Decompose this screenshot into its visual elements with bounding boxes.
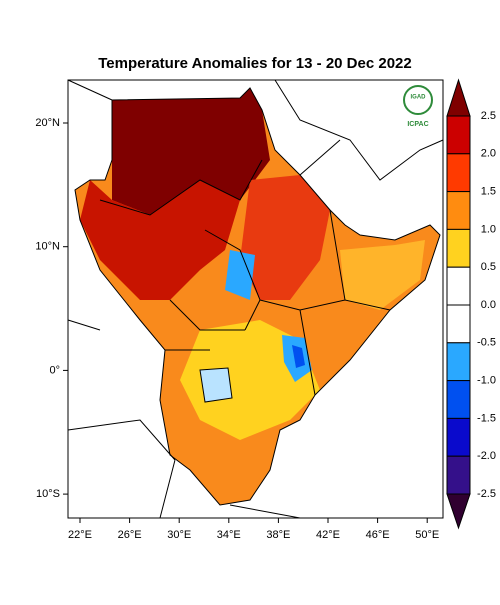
colorbar-cap <box>446 493 471 530</box>
lon-label: 26°E <box>118 529 142 541</box>
cool-patch <box>225 250 255 300</box>
colorbar-bin <box>446 342 471 382</box>
colorbar-cap <box>446 78 471 117</box>
colorbar: 2.5 2.0 1.5 1.0 0.5 0.0 -0.5 -1.0 -1.5 -2.0 -2.5 <box>446 78 496 530</box>
colorbar-label: -2.5 <box>477 488 496 500</box>
lon-label: 38°E <box>266 529 290 541</box>
lon-label: 42°E <box>316 529 340 541</box>
lon-label: 50°E <box>415 529 439 541</box>
warm-region <box>80 180 240 300</box>
lat-label: 20°N <box>35 117 60 129</box>
colorbar-label: 1.5 <box>481 186 496 198</box>
logo: IGAD ICPAC <box>403 85 433 128</box>
cool-patch <box>292 345 305 368</box>
map-layer <box>67 79 444 519</box>
colorbar-bin <box>446 266 471 306</box>
colorbar-bin <box>446 153 471 193</box>
colorbar-label: 2.5 <box>481 110 496 122</box>
colorbar-bin <box>446 304 471 344</box>
colorbar-label: 2.0 <box>481 148 496 160</box>
map-frame <box>67 79 444 519</box>
colorbar-label: 1.0 <box>481 223 496 235</box>
colorbar-label: 0.0 <box>481 299 496 311</box>
colorbar-label: 0.5 <box>481 261 496 273</box>
colorbar-bin <box>446 417 471 457</box>
colorbar-label: -1.5 <box>477 412 496 424</box>
title: Temperature Anomalies for 13 - 20 Dec 20… <box>98 55 411 72</box>
colorbar-bin <box>446 455 471 495</box>
colorbar-bin <box>446 380 471 419</box>
colorbar-bin <box>446 228 471 268</box>
horn <box>340 240 425 310</box>
lat-label: 10°N <box>35 241 60 253</box>
colorbar-label: -2.0 <box>477 450 496 462</box>
hot-region <box>112 88 270 215</box>
lake-victoria <box>199 367 233 403</box>
lon-label: 22°E <box>68 529 92 541</box>
highlands <box>240 175 330 300</box>
colorbar-bin <box>446 115 471 155</box>
lon-label: 34°E <box>217 529 241 541</box>
colorbar-bin <box>446 191 471 230</box>
logo-text: ICPAC <box>407 121 428 128</box>
lon-label: 46°E <box>366 529 390 541</box>
outside-borders <box>67 79 444 519</box>
colorbar-label: -1.0 <box>477 375 496 387</box>
axis-ticks: 20°N 10°N 0° 10°S 22°E 26°E 30°E 34°E 38°E 42°E 46… <box>35 117 439 541</box>
lon-label: 30°E <box>167 529 191 541</box>
lat-label: 0° <box>49 364 60 376</box>
borders <box>99 159 391 396</box>
logo-text: IGAD <box>411 95 427 101</box>
lat-label: 10°S <box>36 488 60 500</box>
logo-emblem <box>403 85 433 115</box>
colorbar-label: -0.5 <box>477 337 496 349</box>
